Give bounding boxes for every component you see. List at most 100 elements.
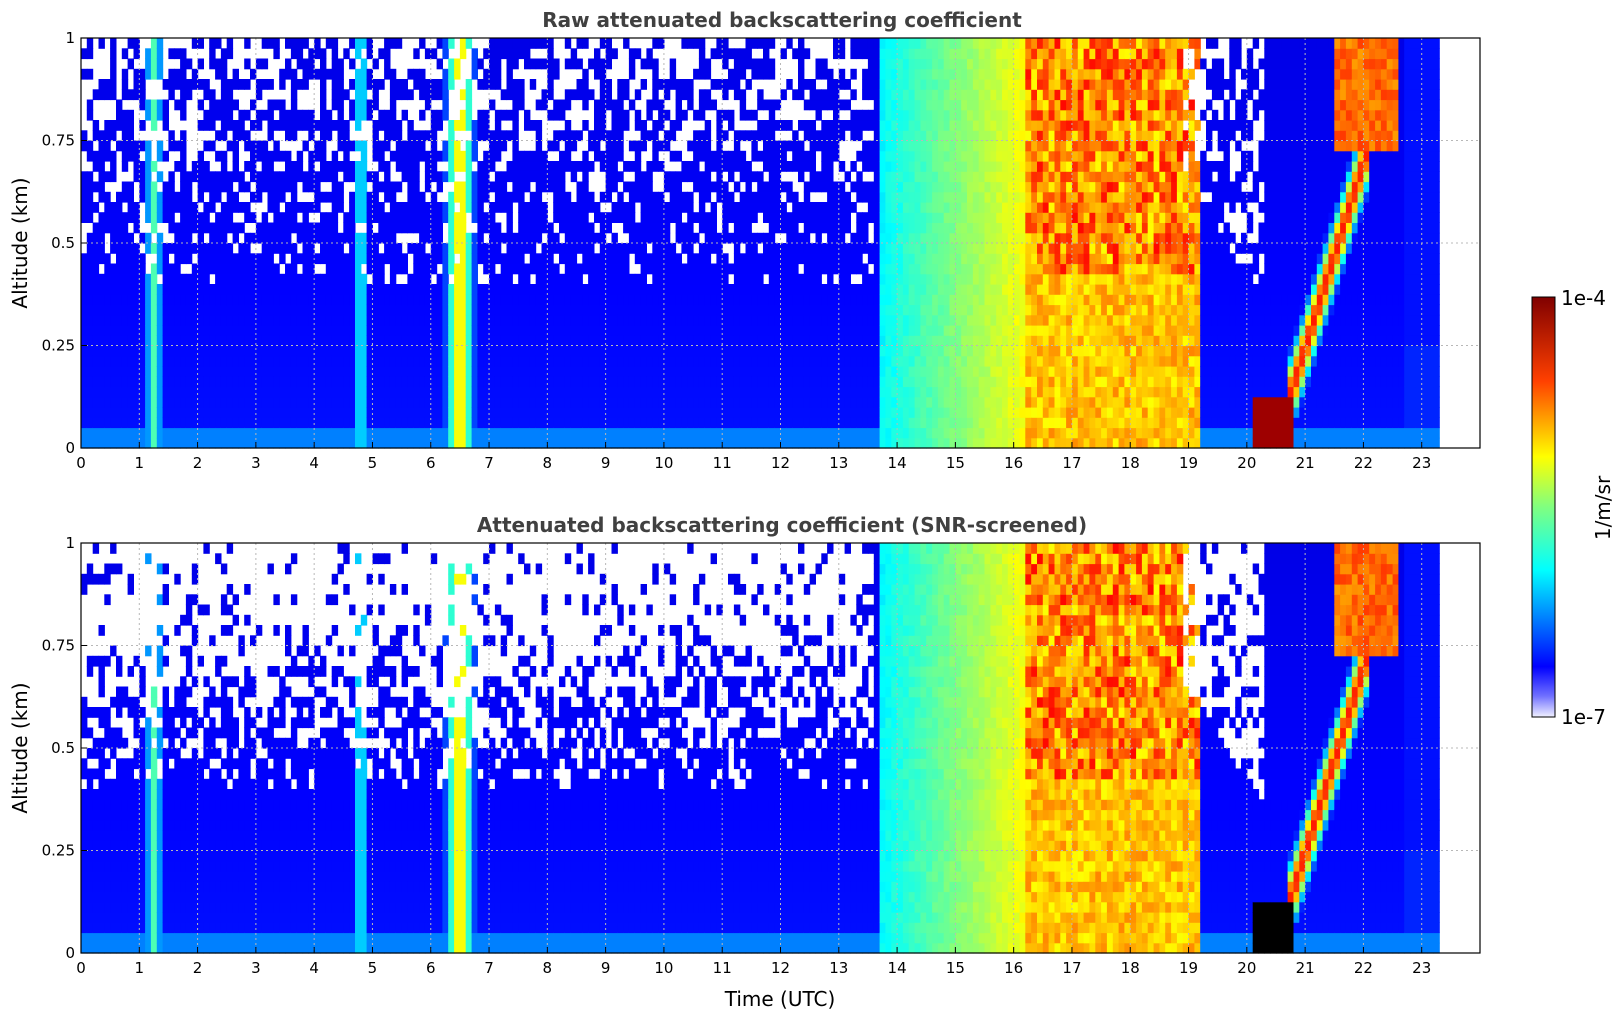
heatmap-cell <box>728 417 735 429</box>
heatmap-cell <box>792 386 799 398</box>
heatmap-cell <box>885 232 892 244</box>
heatmap-cell <box>413 273 420 285</box>
heatmap-cell <box>430 243 438 254</box>
heatmap-cell <box>599 38 607 49</box>
heatmap-cell <box>675 437 682 449</box>
heatmap-cell <box>920 366 927 377</box>
heatmap-cell <box>914 191 921 203</box>
heatmap-cell <box>728 304 735 316</box>
heatmap-cell <box>605 150 612 162</box>
heatmap-cell <box>675 99 682 111</box>
heatmap-cell <box>634 417 642 429</box>
heatmap-cell <box>162 202 169 213</box>
heatmap-cell <box>209 58 216 70</box>
heatmap-cell <box>343 130 350 142</box>
heatmap-cell <box>611 427 618 439</box>
heatmap-cell <box>355 345 362 357</box>
heatmap-cell <box>634 140 642 152</box>
heatmap-cell <box>932 437 939 449</box>
heatmap-cell <box>267 38 274 49</box>
heatmap-cell <box>698 304 706 316</box>
heatmap-cell <box>296 355 304 367</box>
heatmap-cell <box>372 386 379 398</box>
heatmap-cell <box>215 304 222 316</box>
heatmap-cell <box>494 181 502 193</box>
heatmap-cell <box>833 263 840 275</box>
heatmap-cell <box>955 396 962 408</box>
heatmap-cell <box>372 202 379 213</box>
heatmap-cell <box>646 161 653 172</box>
heatmap-cell <box>623 437 630 449</box>
heatmap-cell <box>220 99 228 111</box>
heatmap-cell <box>774 325 782 336</box>
heatmap-cell <box>833 407 840 418</box>
heatmap-cell <box>378 140 385 152</box>
heatmap-cell <box>681 314 688 326</box>
heatmap-cell <box>413 314 420 326</box>
heatmap-cell <box>524 345 531 357</box>
heatmap-cell <box>594 396 601 408</box>
heatmap-cell <box>419 345 426 357</box>
heatmap-cell <box>413 191 420 203</box>
heatmap-cell <box>477 284 484 295</box>
heatmap-cell <box>955 345 962 357</box>
heatmap-cell <box>139 232 146 244</box>
heatmap-cell <box>780 222 787 234</box>
heatmap-cell <box>104 263 111 275</box>
heatmap-cell <box>98 407 105 418</box>
heatmap-cell <box>809 202 816 213</box>
heatmap-cell <box>413 396 420 408</box>
heatmap-cell <box>751 304 758 316</box>
heatmap-cell <box>308 263 315 275</box>
heatmap-cell <box>185 232 193 244</box>
heatmap-cell <box>704 304 712 316</box>
heatmap-cell <box>774 202 782 213</box>
heatmap-cell <box>932 427 939 439</box>
heatmap-cell <box>599 345 607 357</box>
heatmap-cell <box>331 294 339 306</box>
heatmap-cell <box>570 140 578 152</box>
heatmap-cell <box>86 273 94 285</box>
heatmap-cell <box>349 38 356 49</box>
heatmap-cell <box>570 417 578 429</box>
heatmap-cell <box>856 263 863 275</box>
heatmap-cell <box>774 171 782 183</box>
heatmap-cell <box>663 273 671 285</box>
heatmap-cell <box>121 222 129 234</box>
heatmap-cell <box>337 284 344 295</box>
heatmap-cell <box>267 222 274 234</box>
heatmap-cell <box>145 191 152 203</box>
heatmap-cell <box>733 325 741 336</box>
heatmap-cell <box>576 161 583 172</box>
heatmap-cell <box>833 181 840 193</box>
heatmap-cell <box>605 243 612 254</box>
heatmap-cell <box>628 202 636 213</box>
heatmap-cell <box>512 48 519 60</box>
heatmap-cell <box>803 314 811 326</box>
heatmap-cell <box>786 304 793 316</box>
heatmap-cell <box>244 366 251 377</box>
heatmap-cell <box>110 212 117 223</box>
heatmap-cell <box>798 417 805 429</box>
heatmap-cell <box>873 304 881 316</box>
heatmap-cell <box>86 232 94 244</box>
heatmap-cell <box>226 120 234 131</box>
heatmap-cell <box>559 355 566 367</box>
heatmap-cell <box>553 202 560 213</box>
heatmap-cell <box>232 325 239 336</box>
heatmap-cell <box>209 437 216 449</box>
heatmap-cell <box>139 171 146 183</box>
heatmap-cell <box>733 212 741 223</box>
heatmap-cell <box>389 68 397 80</box>
heatmap-cell <box>833 427 840 439</box>
heatmap-cell <box>757 355 764 367</box>
heatmap-cell <box>722 202 729 213</box>
heatmap-cell <box>413 202 420 213</box>
heatmap-cell <box>739 263 747 275</box>
heatmap-cell <box>582 212 589 223</box>
heatmap-cell <box>646 427 653 439</box>
heatmap-cell <box>920 284 927 295</box>
heatmap-cell <box>879 48 886 60</box>
heatmap-cell <box>308 345 315 357</box>
heatmap-cell <box>710 345 717 357</box>
